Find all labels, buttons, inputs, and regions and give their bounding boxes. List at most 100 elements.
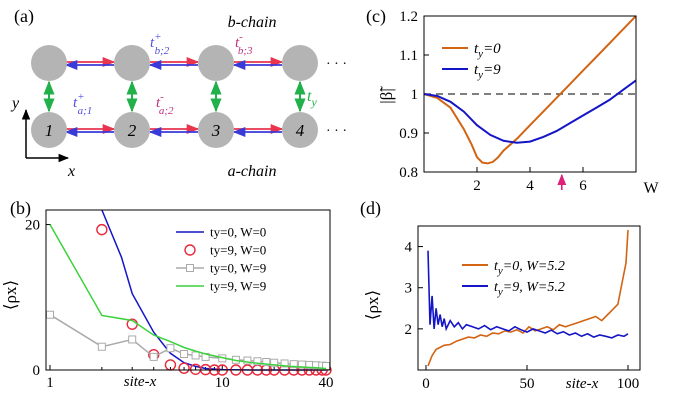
a-chain-hoppings xyxy=(64,123,284,138)
b-site-3 xyxy=(198,45,234,81)
y-axis-letter: y xyxy=(10,95,20,112)
b-site-4 xyxy=(282,45,318,81)
lattice-sites: 1 2 3 4 · · · · · · xyxy=(31,45,347,148)
panel-c-label: (c) xyxy=(366,6,386,27)
panel-a-lattice-diagram: (a) b-chain a-chain xyxy=(10,6,347,180)
a-site-3 xyxy=(198,112,234,148)
panel-b-square-marker xyxy=(166,344,175,353)
panel-d-legend-label: ty=9, W=5.2 xyxy=(494,280,565,298)
panel-d-plot-area: 0 50 100 2 3 4 xyxy=(405,230,639,392)
panel-b-legend: ty=0, W=0 ty=9, W=0 ty=0, W=9 ty=9, W=9 xyxy=(176,225,266,294)
interchain-hoppings xyxy=(43,80,306,113)
panel-d-xtick-label: 0 xyxy=(422,376,430,392)
panel-c-legend-label: ty=9 xyxy=(474,62,501,81)
panel-b-chart: (b) ⟨ρx⟩ site-x 1 10 40 0 20 ty=0, W=0 ty=9, … xyxy=(1,198,334,391)
b-chain-hoppings xyxy=(64,56,284,71)
panel-c-ytick-label: 1.1 xyxy=(399,48,418,64)
panel-b-square-marker xyxy=(280,359,289,368)
panel-b-square-marker xyxy=(180,350,189,358)
panel-b-series-line-2 xyxy=(49,314,327,367)
site-number-4: 4 xyxy=(296,121,305,140)
panel-c-ytick-label: 1.2 xyxy=(399,9,418,25)
xy-axes-indicator: y x xyxy=(10,95,75,180)
hopping-label-ta1: t+ a;1 xyxy=(73,91,92,117)
panel-c-chart: (c) |β̃| 2 4 6 0.8 0.9 1 1.1 1.2 W ty=0 ty=9 xyxy=(366,6,659,197)
b-site-2 xyxy=(114,45,150,81)
panel-a-label: (a) xyxy=(14,6,34,27)
panel-d-xtick-label: 50 xyxy=(520,376,535,392)
panel-b-frame xyxy=(45,209,331,371)
hopping-label-tb2: t+ b;2 xyxy=(150,31,170,57)
panel-b-ytick-label: 20 xyxy=(25,218,40,234)
a-site-4 xyxy=(282,112,318,148)
panel-c-legend-label: ty=0 xyxy=(474,41,501,60)
b-site-1 xyxy=(31,45,67,81)
panel-b-legend-swatch xyxy=(184,244,196,256)
panel-c-ylabel: |β̃| xyxy=(377,86,396,104)
panel-c-ytick-label: 0.8 xyxy=(399,165,418,181)
a-site-2 xyxy=(114,112,150,148)
hopping-label-tb3: t-b;3 xyxy=(235,31,253,57)
panel-c-plot-area: 2 4 6 0.8 0.9 1 1.1 1.2 xyxy=(399,9,637,194)
panel-b-series-line-3 xyxy=(49,224,327,370)
panel-b-circle-marker xyxy=(96,223,108,236)
panel-d-legend-label: ty=0, W=5.2 xyxy=(494,259,565,277)
panel-d-ytick-label: 4 xyxy=(405,240,413,256)
panel-b-xtick-label: 10 xyxy=(215,375,230,391)
a-chain-label: a-chain xyxy=(228,163,277,180)
panel-d-series-line-0 xyxy=(427,230,629,367)
panel-b-square-marker xyxy=(97,342,106,351)
panel-b-label: (b) xyxy=(10,198,31,219)
panel-b-square-marker xyxy=(149,352,158,361)
panel-b-square-marker xyxy=(262,358,271,366)
panel-b-ylabel: ⟨ρx⟩ xyxy=(1,280,20,310)
panel-c-xtick-label: 6 xyxy=(579,178,587,194)
panel-c-frame xyxy=(423,15,637,173)
panel-c-xtick-label: 2 xyxy=(473,178,481,194)
panel-c-xtick-label: 4 xyxy=(526,178,534,194)
panel-b-legend-label: ty=9, W=9 xyxy=(210,279,266,294)
panel-d-xlabel: site-x xyxy=(566,376,599,392)
panel-b-legend-label: ty=0, W=0 xyxy=(210,225,266,240)
panel-c-ytick-label: 0.9 xyxy=(399,126,418,142)
panel-c-ytick-label: 1 xyxy=(411,87,419,103)
panel-b-square-marker xyxy=(46,310,54,319)
panel-b-legend-label: ty=0, W=9 xyxy=(210,261,266,276)
a-site-1 xyxy=(31,112,67,148)
panel-b-circle-marker xyxy=(178,362,190,374)
panel-c-xlabel: W xyxy=(643,180,659,197)
panel-b-legend-label: ty=9, W=0 xyxy=(210,243,266,258)
panel-b-xtick-label: 1 xyxy=(46,375,54,391)
panel-c-series-line-0 xyxy=(423,15,637,165)
hopping-label-ty: ty xyxy=(307,88,317,109)
panel-d-frame xyxy=(417,225,641,371)
a-chain-continuation: · · · xyxy=(326,124,347,139)
panel-d-legend: ty=0, W=5.2 ty=9, W=5.2 xyxy=(462,259,565,298)
panel-b-plot-area: 1 10 40 0 20 xyxy=(25,209,334,391)
panel-d-ytick-label: 2 xyxy=(405,322,413,338)
panel-b-square-marker xyxy=(191,351,200,360)
panel-d-series-line-1 xyxy=(427,250,629,339)
panel-b-square-marker xyxy=(128,335,137,344)
hopping-label-ta2: t-a;2 xyxy=(156,91,174,117)
panel-b-xtick-label: 40 xyxy=(319,375,334,391)
x-axis-letter: x xyxy=(67,163,75,180)
panel-b-square-marker xyxy=(243,356,252,365)
site-number-1: 1 xyxy=(45,121,54,140)
panel-b-legend-marker xyxy=(186,264,194,272)
site-number-2: 2 xyxy=(128,121,137,140)
panel-b-square-marker xyxy=(253,357,262,366)
panel-b-square-marker xyxy=(289,360,298,369)
panel-b-square-marker xyxy=(270,358,279,367)
panel-b-ytick-label: 0 xyxy=(33,363,41,379)
panel-d-label: (d) xyxy=(360,198,381,219)
panel-c-legend: ty=0 ty=9 xyxy=(442,41,501,81)
site-number-3: 3 xyxy=(211,121,221,140)
panel-c-series-line-1 xyxy=(423,79,637,144)
b-chain-label: b-chain xyxy=(228,14,277,31)
panel-d-ylabel: ⟨ρx⟩ xyxy=(363,290,382,320)
panel-b-xlabel: site-x xyxy=(124,374,157,390)
b-chain-continuation: · · · xyxy=(326,57,347,72)
